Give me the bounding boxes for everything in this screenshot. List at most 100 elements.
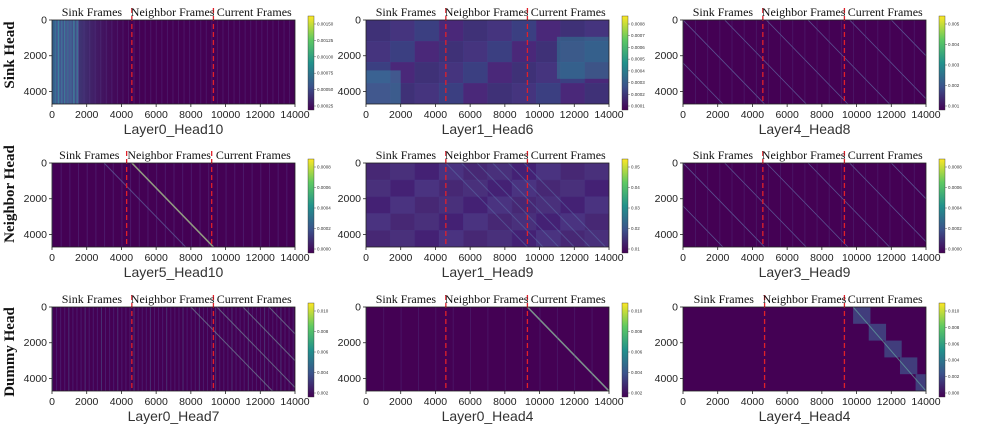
diagonal-line: [683, 62, 724, 104]
diagonal-line: [190, 307, 273, 391]
sink-stripe: [54, 20, 57, 104]
segment-label-1: Sink Frames: [62, 5, 123, 19]
faint-stripe: [780, 20, 781, 104]
faint-stripe: [889, 20, 891, 104]
attention-block: [438, 196, 464, 214]
sink-stripe: [69, 20, 72, 104]
attention-block: [487, 83, 513, 104]
colorbar-tick-label: 0.0006: [948, 185, 962, 190]
faint-stripe: [280, 307, 282, 391]
attention-block: [463, 196, 488, 214]
axes-frame: [51, 306, 296, 392]
faint-stripe: [94, 20, 96, 104]
faint-stripe: [755, 20, 757, 104]
attention-block: [438, 163, 464, 181]
faint-stripe: [804, 163, 806, 247]
faint-stripe: [150, 20, 152, 104]
faint-stripe: [695, 20, 696, 104]
faint-stripe: [743, 20, 745, 104]
attention-block: [414, 20, 440, 42]
segment-label-1: Sink Frames: [376, 5, 437, 19]
y-tick-label: 4000: [338, 229, 362, 241]
y-tick-label: 0: [672, 158, 678, 170]
colorbar-tick-label: 0.008: [631, 329, 643, 334]
faint-stripe: [205, 20, 207, 104]
colorbar-tick-label: 0.02: [631, 226, 640, 231]
x-tick-label: 12000: [246, 396, 275, 408]
faint-stripe: [216, 20, 218, 104]
attention-block: [438, 41, 464, 63]
x-tick-label: 6000: [458, 396, 482, 408]
faint-stripe: [255, 20, 257, 104]
heatmap-pattern: [683, 163, 926, 247]
faint-stripe: [574, 307, 576, 391]
faint-stripe: [156, 163, 158, 247]
faint-stripe: [435, 307, 437, 391]
faint-stripe: [707, 163, 709, 247]
sink-stripe: [70, 20, 72, 104]
segment-label-2: Neighbor Frames: [762, 5, 846, 19]
attention-block: [366, 213, 391, 231]
attention-block: [390, 20, 416, 42]
segment-label-1: Sink Frames: [59, 148, 120, 162]
segment-label-2: Neighbor Frames: [127, 148, 211, 162]
x-tick-label: 0: [680, 396, 686, 408]
attention-block: [511, 196, 537, 214]
x-tick-label: 14000: [911, 396, 940, 408]
diagonal-line: [724, 163, 807, 247]
attention-block: [487, 179, 513, 198]
attention-block: [414, 230, 440, 247]
colorbar-tick-label: 0.05: [631, 165, 640, 170]
attention-block: [884, 340, 902, 358]
faint-stripe: [52, 163, 53, 247]
colorbar-tick-label: 0.0006: [631, 45, 645, 50]
segment-label-2: Neighbor Frames: [445, 148, 529, 162]
faint-stripe: [133, 307, 135, 391]
faint-stripe: [286, 163, 288, 247]
faint-stripe: [189, 20, 191, 104]
x-tick-label: 14000: [594, 109, 623, 121]
faint-stripe: [78, 20, 80, 104]
attention-block: [487, 213, 513, 231]
colorbar-tick-label: 0.00025: [317, 104, 334, 109]
faint-stripe: [182, 163, 184, 247]
faint-stripe: [117, 307, 119, 391]
attention-block: [390, 179, 416, 198]
heatmap-panel-6: Sink Frames Neighbor Frames Current Frames…: [655, 148, 963, 280]
x-tick-label: 6000: [144, 396, 168, 408]
diagonal-line: [526, 307, 609, 391]
attention-block: [463, 41, 488, 63]
faint-stripe: [219, 307, 221, 391]
segment-label-3: Current Frames: [531, 292, 606, 306]
x-tick-label: 2000: [706, 252, 730, 264]
faint-stripe: [470, 307, 471, 391]
faint-stripe: [522, 307, 524, 391]
attention-block: [487, 230, 513, 247]
colorbar-tick-label: 0.00050: [317, 87, 334, 92]
hot-block: [366, 70, 401, 104]
colorbar: [938, 302, 946, 398]
faint-stripe: [719, 20, 721, 104]
faint-stripe: [865, 163, 867, 247]
attention-block: [390, 163, 416, 181]
faint-stripe: [284, 307, 286, 391]
x-tick-label: 12000: [877, 109, 906, 121]
faint-stripe: [695, 163, 696, 247]
x-tick-label: 8000: [810, 109, 834, 121]
axes-frame: [682, 306, 927, 392]
faint-stripe: [804, 20, 806, 104]
faint-stripe: [76, 307, 78, 391]
x-tick-label: 10000: [842, 252, 871, 264]
segment-label-3: Current Frames: [848, 148, 923, 162]
x-tick-label: 0: [49, 109, 55, 121]
x-tick-label: 2000: [706, 109, 730, 121]
faint-stripe: [591, 307, 593, 391]
sink-stripe: [66, 20, 68, 104]
faint-stripe: [755, 163, 757, 247]
segment-label-3: Current Frames: [531, 148, 606, 162]
y-tick-label: 2000: [338, 193, 362, 205]
attention-block: [560, 196, 586, 214]
sink-stripe: [55, 20, 57, 104]
attention-block: [487, 163, 513, 181]
y-tick-label: 4000: [338, 86, 362, 98]
